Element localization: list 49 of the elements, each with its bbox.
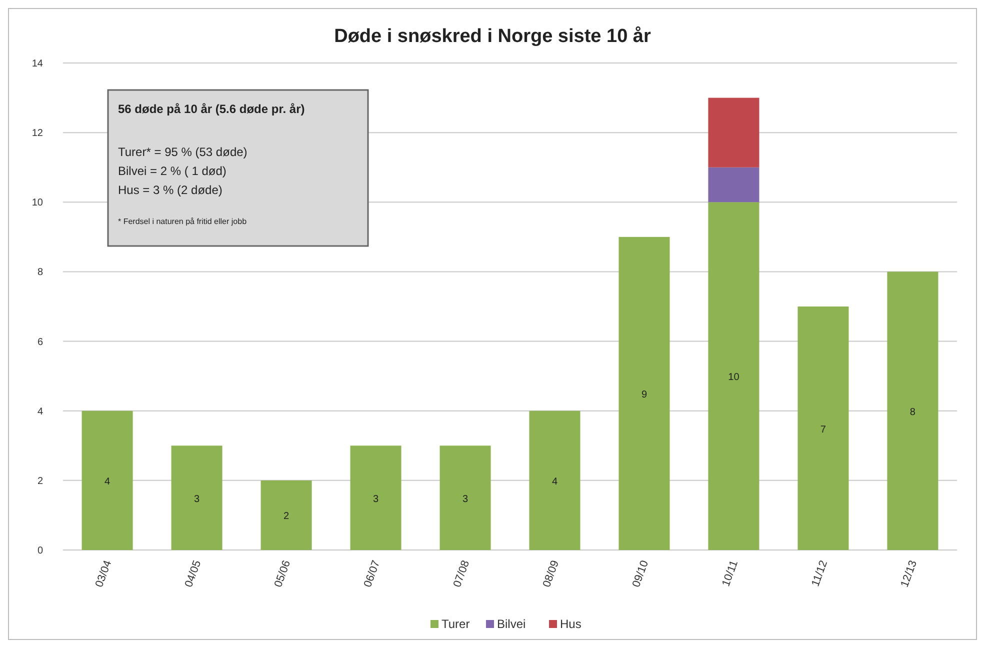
legend-label: Bilvei	[497, 617, 526, 631]
x-tick-label: 12/13	[898, 558, 920, 589]
bar	[260, 480, 312, 550]
x-tick-label: 08/09	[540, 558, 562, 589]
annotation: Bilvei = 2 % ( 1 død)	[118, 164, 226, 178]
bar	[708, 98, 760, 168]
data-label: 2	[283, 511, 290, 522]
data-label: 10	[728, 372, 740, 384]
x-tick-label: 11/12	[810, 558, 830, 588]
bar	[618, 236, 670, 550]
y-tick-label: 10	[32, 198, 44, 209]
data-label: 3	[194, 494, 200, 505]
legend-label: Hus	[560, 617, 582, 631]
x-tick-label: 05/06	[272, 558, 294, 589]
x-tick-label: 03/04	[93, 558, 114, 589]
y-tick-label: 8	[37, 267, 44, 278]
y-tick-label: 6	[37, 336, 44, 348]
data-label: 4	[552, 476, 558, 488]
y-tick-label: 14	[32, 58, 44, 70]
annotation: * Ferdsel i naturen på fritid eller jobb	[118, 217, 248, 226]
data-label: 7	[820, 424, 826, 436]
bar	[798, 306, 849, 550]
x-tick-label: 04/05	[182, 558, 204, 589]
x-tick-label: 10/11	[720, 558, 741, 588]
annotation: 56 døde på 10 år (5.6 døde pr. år)	[118, 102, 305, 116]
bar	[529, 410, 580, 550]
bar	[350, 446, 402, 550]
x-tick-label: 09/10	[630, 558, 652, 589]
bar	[708, 167, 760, 202]
bar	[440, 446, 491, 550]
annotation: Turer* = 95 % (53 døde)	[118, 145, 248, 159]
y-tick-label: 12	[32, 128, 44, 140]
annotation: Hus = 3 % (2 døde)	[118, 183, 222, 197]
y-tick-label: 0	[37, 546, 44, 556]
data-label: 9	[641, 389, 648, 400]
x-tick-label: 07/08	[451, 558, 472, 589]
y-tick-label: 2	[37, 476, 44, 487]
legend-label: Turer	[442, 617, 470, 631]
data-label: 4	[104, 476, 111, 488]
bar	[171, 446, 222, 550]
bar	[708, 202, 760, 550]
data-label: 3	[462, 494, 468, 505]
chart-title: Døde i snøskred i Norge siste 10 år	[334, 26, 652, 47]
bar	[887, 272, 938, 550]
y-tick-label: 4	[37, 406, 44, 418]
data-label: 3	[372, 494, 379, 505]
bar	[82, 410, 133, 550]
x-tick-label: 06/07	[362, 558, 383, 589]
data-label: 8	[910, 406, 916, 418]
